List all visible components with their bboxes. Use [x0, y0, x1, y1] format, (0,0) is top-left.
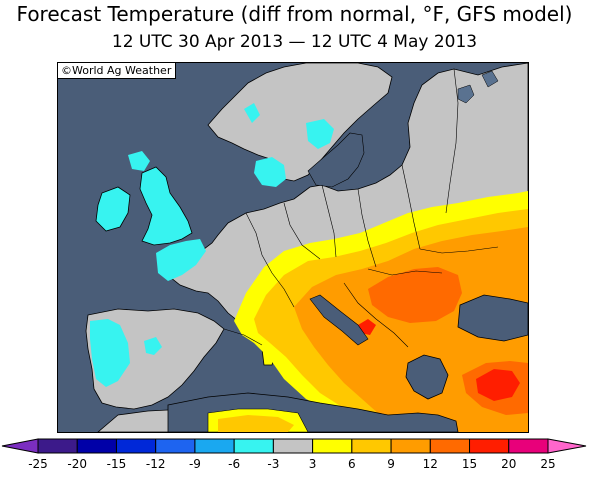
credit-label: ©World Ag Weather: [57, 62, 177, 79]
legend-tick-label: 20: [501, 457, 517, 471]
legend-low-arrow: [1, 438, 39, 454]
legend-swatch: [508, 438, 549, 454]
cyan-anomaly-portugal: [90, 319, 130, 387]
legend-tick-label: -20: [67, 457, 88, 471]
legend-swatch: [312, 438, 353, 454]
cyan-anomaly-spain-small: [144, 337, 162, 355]
africa-gold-strip: [218, 415, 294, 432]
legend-swatch: [390, 438, 431, 454]
legend-tick-label: -9: [188, 457, 201, 471]
legend-tick-label: -25: [28, 457, 48, 471]
map-subtitle: 12 UTC 30 Apr 2013 — 12 UTC 4 May 2013: [111, 32, 478, 52]
legend-tick-label: 15: [461, 457, 478, 471]
color-legend: [1, 438, 587, 454]
cyan-anomaly-norway: [306, 119, 334, 149]
legend-tick-label: -3: [267, 457, 280, 471]
legend-tick-label: 25: [540, 457, 556, 471]
legend-swatch: [233, 438, 274, 454]
legend-tick-label: -6: [228, 457, 241, 471]
red-anomaly-turkey: [476, 369, 520, 401]
legend-tick-label: -15: [106, 457, 127, 471]
legend-swatch: [469, 438, 510, 454]
legend-swatch: [351, 438, 392, 454]
legend-tick-label: -12: [145, 457, 166, 471]
legend-tick-label: 6: [348, 457, 356, 471]
temperature-anomaly-map: [57, 62, 529, 433]
legend-swatch: [272, 438, 314, 454]
lake-onega: [481, 70, 499, 88]
ireland: [95, 186, 131, 232]
cyan-anomaly-france: [156, 239, 206, 281]
aegean-sea: [405, 354, 449, 400]
black-sea-overlay: [457, 294, 528, 342]
cyan-anomaly-sweden: [244, 103, 260, 123]
legend-swatch: [429, 438, 471, 454]
legend-swatch: [37, 438, 78, 454]
cyan-anomaly-scotland: [128, 151, 150, 171]
lake-ladoga: [457, 84, 475, 104]
baltic-sea: [307, 132, 365, 188]
legend-swatch: [155, 438, 196, 454]
adriatic-overlay: [309, 294, 369, 346]
deep-orange-anomaly-romania: [368, 267, 462, 323]
legend-swatch: [194, 438, 235, 454]
map-title: Forecast Temperature (diff from normal, …: [16, 2, 573, 26]
legend-tick-label: 3: [308, 457, 317, 471]
legend-tick-label: 12: [422, 457, 438, 471]
legend-tick-label: 9: [387, 457, 395, 471]
country-borders: [223, 68, 499, 348]
legend-swatch: [115, 438, 157, 454]
cyan-anomaly-denmark: [254, 157, 286, 187]
legend-high-arrow: [547, 438, 587, 454]
legend-swatch: [76, 438, 117, 454]
scandinavia: [207, 63, 393, 182]
great-britain: [139, 166, 193, 246]
